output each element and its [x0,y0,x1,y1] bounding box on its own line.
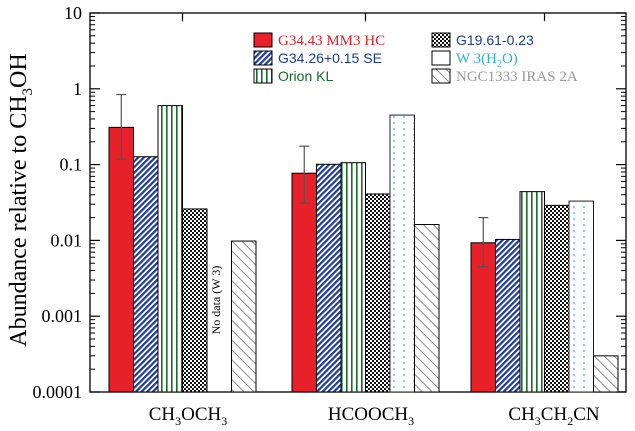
svg-text:Orion KL: Orion KL [278,68,333,84]
error-bars [116,93,489,268]
bar-ch3ch2cn-series-2 [519,191,545,393]
bar-hcooch3-series-4 [389,114,415,393]
legend: G34.43 MM3 HC G34.26+0.15 SE Orion KL G1… [253,32,578,85]
bar-ch3och3-series-5 [231,240,257,393]
bar-hcooch3-series-1 [316,163,342,393]
bar-ch3och3-series-0 [108,126,134,393]
no-data-annotation: No data (W 3) [209,266,223,335]
legend-item-g19: G19.61-0.23 [431,32,534,48]
x-tick-label-ch3ch2cn: CH3CH2CN [508,404,599,428]
y-axis-label: Abundance relative to CH3OH [6,53,36,346]
bar-ch3ch2cn-series-1 [495,238,521,393]
legend-item-w3: W 3(H2O) [431,50,518,70]
y-tick-label: 0.001 [42,306,83,326]
svg-text:NGC1333 IRAS 2A: NGC1333 IRAS 2A [456,69,578,85]
bar-ch3och3-series-1 [133,156,159,393]
bar-hcooch3-series-0 [291,172,317,393]
svg-text:W 3(H2O): W 3(H2O) [456,51,518,70]
bar-hcooch3-series-3 [365,193,391,393]
legend-item-ngc1333: NGC1333 IRAS 2A [431,68,578,85]
y-tick-label: 0.0001 [33,382,83,402]
bar-ch3ch2cn-series-5 [593,355,619,393]
svg-text:G19.61-0.23: G19.61-0.23 [456,32,534,48]
legend-item-orion: Orion KL [253,68,333,84]
bars [108,105,619,393]
bar-ch3och3-series-2 [157,105,183,393]
y-axis: 0.0001 0.001 0.01 0.1 1 10 [33,3,626,402]
y-tick-label: 0.1 [60,155,83,175]
bar-ch3ch2cn-series-4 [568,200,594,393]
y-tick-label: 10 [64,3,82,23]
bar-hcooch3-series-5 [414,224,440,393]
bar-ch3ch2cn-series-3 [544,204,570,393]
x-tick-label-ch3och3: CH3OCH3 [149,404,228,428]
bar-ch3och3-series-3 [182,208,208,393]
svg-text:G34.43 MM3 HC: G34.43 MM3 HC [278,33,385,49]
y-tick-label: 0.01 [51,230,83,250]
legend-item-g34-43: G34.43 MM3 HC [253,32,385,49]
legend-item-g34-26: G34.26+0.15 SE [253,50,382,66]
bar-hcooch3-series-2 [340,162,366,393]
y-tick-label: 1 [73,79,82,99]
x-tick-label-hcooch3: HCOOCH3 [328,404,414,428]
svg-text:G34.26+0.15 SE: G34.26+0.15 SE [278,50,382,66]
